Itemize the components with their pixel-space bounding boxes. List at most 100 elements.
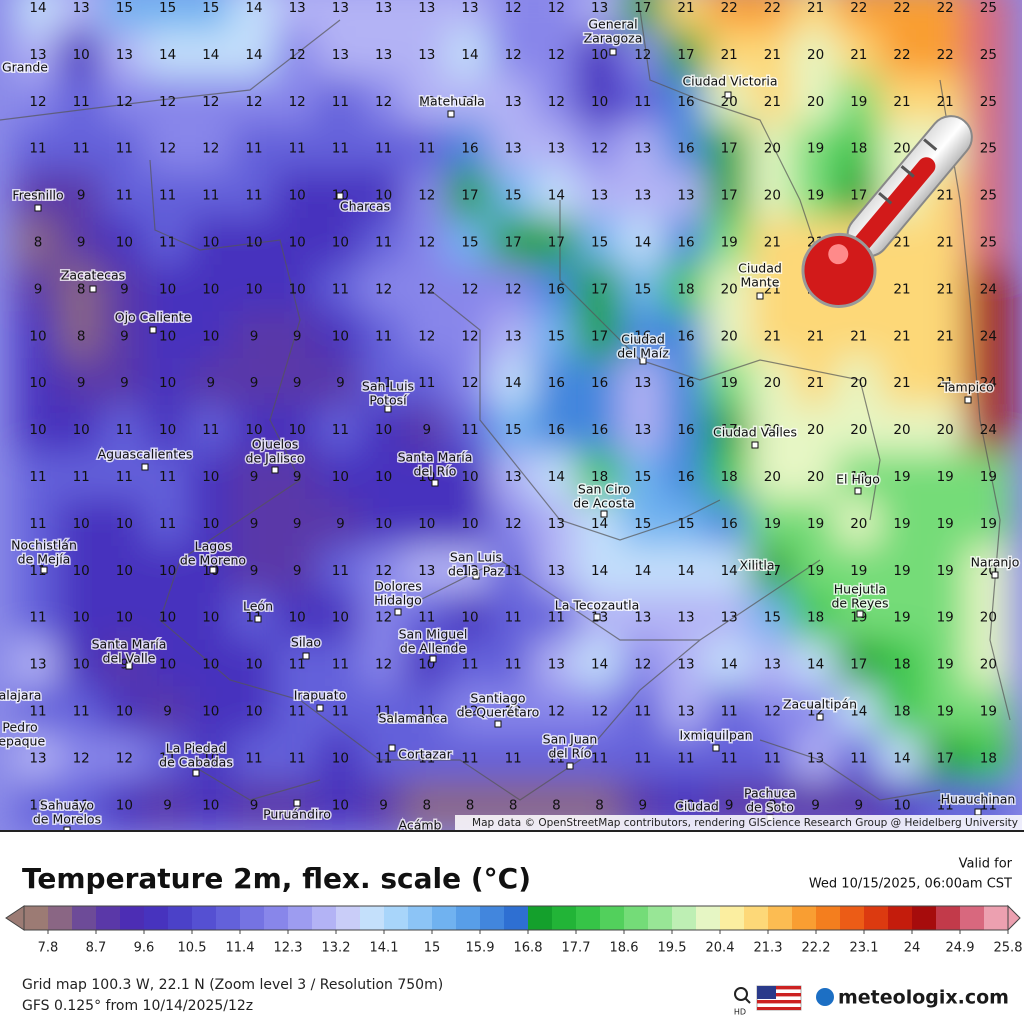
temperature-value: 10 — [375, 188, 392, 204]
temperature-value: 8 — [77, 281, 86, 297]
temperature-value: 11 — [289, 750, 306, 766]
temperature-value: 11 — [202, 422, 219, 438]
temperature-value: 19 — [721, 375, 738, 391]
temperature-value: 9 — [77, 235, 86, 251]
temperature-value: 13 — [634, 422, 651, 438]
scale-tick-label: 15 — [424, 941, 441, 956]
temperature-cell — [58, 29, 105, 80]
temperature-value: 12 — [245, 94, 262, 110]
temperature-value: 9 — [293, 469, 302, 485]
temperature-cell — [274, 29, 321, 80]
attribution: Map data © OpenStreetMap contributors, r… — [472, 817, 1018, 829]
temperature-value: 11 — [505, 657, 522, 673]
city-label: Santa María — [92, 637, 167, 652]
temperature-value: 20 — [893, 422, 910, 438]
temperature-value: 22 — [721, 0, 738, 16]
temperature-cell — [576, 405, 623, 456]
brand[interactable]: meteologix.com — [838, 987, 1009, 1009]
city-label: Charcas — [340, 199, 390, 214]
temperature-cell — [360, 639, 407, 690]
temperature-cell — [663, 545, 709, 596]
temperature-cell — [922, 498, 969, 549]
temperature-value: 10 — [289, 422, 306, 438]
temperature-value: 11 — [418, 750, 435, 766]
temperature-value: 25 — [980, 141, 997, 157]
temperature-value: 19 — [850, 469, 867, 485]
temperature-cell — [749, 358, 796, 409]
scale-swatch — [96, 906, 121, 930]
temperature-value: 11 — [245, 141, 262, 157]
scale-swatch — [336, 906, 361, 930]
city-label: Huejutla — [834, 582, 886, 597]
temperature-value: 18 — [721, 469, 738, 485]
temperature-cell — [663, 29, 709, 80]
city-label: alajara — [0, 688, 41, 703]
temperature-cell — [835, 358, 882, 409]
temperature-value: 15 — [505, 422, 522, 438]
temperature-value: 19 — [893, 610, 910, 626]
temperature-cell — [447, 733, 493, 784]
attribution-bg — [455, 815, 1022, 830]
city-label: Matehuala — [419, 94, 485, 109]
city-marker — [431, 479, 439, 487]
temperature-value: 11 — [73, 469, 90, 485]
temperature-cell — [360, 311, 407, 362]
temperature-value: 17 — [721, 141, 738, 157]
temperature-cell — [879, 592, 925, 643]
city-label: iepaque — [0, 734, 45, 749]
scale-swatch — [960, 906, 985, 930]
city-label: San Miguel — [399, 627, 468, 642]
temperature-cell — [835, 498, 882, 549]
temperature-cell — [706, 311, 753, 362]
temperature-cell — [576, 498, 623, 549]
temperature-cell — [317, 780, 364, 830]
temperature-value: 21 — [937, 235, 954, 251]
temperature-cell — [231, 311, 277, 362]
temperature-cell — [447, 264, 493, 315]
city-label: San Luis — [450, 550, 502, 565]
temperature-value: 24 — [980, 375, 997, 391]
temperature-cell — [706, 29, 753, 80]
temperature-cell — [965, 592, 1012, 643]
temperature-value: 12 — [461, 281, 478, 297]
temperature-value: 9 — [120, 328, 129, 344]
temperature-value: 11 — [461, 657, 478, 673]
temperature-value: 17 — [937, 750, 954, 766]
temperature-cell — [533, 29, 580, 80]
city-marker — [472, 572, 480, 580]
city-label: Zacualtipán — [783, 697, 857, 712]
temperature-value: 20 — [980, 657, 997, 673]
temperature-value: 15 — [461, 235, 478, 251]
temperature-cell — [447, 545, 493, 596]
us-flag-icon[interactable] — [756, 985, 802, 1011]
temperature-cell — [274, 592, 321, 643]
temperature-cell — [15, 123, 61, 174]
temperature-value: 13 — [677, 610, 694, 626]
temperature-value: 10 — [159, 328, 176, 344]
scale-swatch — [936, 906, 961, 930]
temperature-value: 13 — [634, 141, 651, 157]
city-label: Silao — [291, 635, 321, 650]
city-label: Puruándiro — [263, 807, 331, 822]
scale-swatch — [384, 906, 409, 930]
temperature-cell — [274, 358, 321, 409]
temperature-value: 12 — [289, 94, 306, 110]
temperature-cell — [447, 29, 493, 80]
city-label: Ciudad — [738, 261, 782, 276]
scale-swatch — [408, 906, 433, 930]
temperature-cell — [619, 452, 666, 502]
scale-tick-label: 22.2 — [802, 941, 831, 956]
city-label: Aguascalientes — [98, 447, 193, 462]
temperature-value: 10 — [159, 610, 176, 626]
scale-swatch — [744, 906, 769, 930]
temperature-cell — [533, 592, 580, 643]
temperature-cell — [447, 170, 493, 221]
brand-logo — [816, 988, 834, 1006]
city-label: de Soto — [746, 800, 794, 815]
temperature-cell — [576, 123, 623, 174]
city-label: Irapuato — [294, 688, 347, 703]
temperature-value: 9 — [250, 516, 259, 532]
temperature-value: 9 — [293, 516, 302, 532]
temperature-value: 12 — [375, 657, 392, 673]
city-marker — [388, 744, 396, 752]
